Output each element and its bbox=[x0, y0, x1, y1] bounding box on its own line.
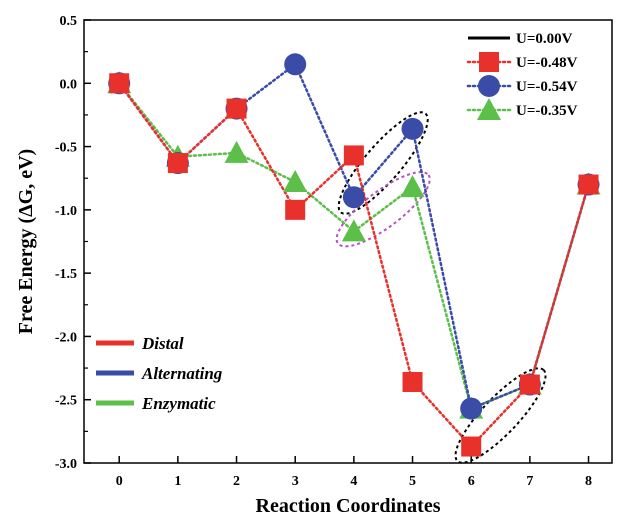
legend-label: U=-0.35V bbox=[516, 103, 578, 119]
y-tick-label: 0.0 bbox=[60, 77, 78, 92]
x-tick-label: 0 bbox=[116, 474, 123, 489]
data-point-square bbox=[285, 199, 306, 220]
legend-marker-circle bbox=[478, 75, 500, 97]
data-point-square bbox=[109, 73, 130, 94]
ellipse-enzymatic-4-5 bbox=[335, 171, 431, 248]
x-tick-label: 7 bbox=[526, 474, 533, 489]
y-tick-label: -2.5 bbox=[55, 394, 77, 409]
legend-label: U=-0.48V bbox=[516, 55, 578, 71]
data-point-circle bbox=[342, 186, 365, 209]
series-line-square bbox=[117, 82, 590, 449]
series-lines bbox=[117, 62, 590, 449]
axis-ticks bbox=[84, 19, 590, 464]
pathway-label: Enzymatic bbox=[141, 394, 216, 413]
legend-label: U=-0.54V bbox=[516, 79, 578, 95]
data-point-triangle bbox=[224, 140, 249, 163]
data-point-square bbox=[578, 174, 599, 195]
tick-labels: 0 1 2 3 4 5 6 7 8 0.5 0.0 -0.5 -1.0 -1.5 -2.0 -2.5 -3.0 bbox=[55, 14, 592, 489]
x-tick-label: 1 bbox=[174, 474, 181, 489]
x-tick-label: 2 bbox=[233, 474, 240, 489]
data-point-circle bbox=[284, 53, 307, 76]
data-point-circle bbox=[460, 397, 483, 420]
data-point-square bbox=[402, 371, 423, 392]
x-tick-label: 5 bbox=[409, 474, 416, 489]
data-point-square bbox=[343, 145, 364, 166]
data-point-triangle bbox=[341, 219, 366, 242]
y-tick-label: -1.5 bbox=[55, 267, 77, 282]
y-tick-label: 0.5 bbox=[60, 14, 78, 29]
x-tick-label: 8 bbox=[585, 474, 592, 489]
y-tick-label: -1.0 bbox=[55, 204, 77, 219]
x-tick-label: 6 bbox=[468, 474, 475, 489]
pathway-label: Alternating bbox=[141, 364, 223, 383]
data-point-square bbox=[519, 374, 540, 395]
pathway-label: Distal bbox=[141, 334, 184, 353]
series-markers bbox=[107, 53, 601, 457]
x-tick-label: 3 bbox=[292, 474, 299, 489]
legend-label: U=0.00V bbox=[516, 31, 573, 47]
legend-marker-triangle bbox=[477, 98, 501, 120]
ellipse-alternating-4-5 bbox=[337, 111, 429, 215]
data-point-square bbox=[461, 436, 482, 457]
pathway-legend: Distal Alternating Enzymatic bbox=[96, 334, 223, 413]
legend-marker-square bbox=[479, 52, 499, 72]
y-tick-label: -0.5 bbox=[55, 141, 77, 156]
x-tick-label: 4 bbox=[350, 474, 357, 489]
data-point-triangle bbox=[283, 170, 308, 193]
y-tick-label: -2.0 bbox=[55, 330, 77, 345]
data-point-square bbox=[226, 98, 247, 119]
voltage-legend: U=0.00V U=-0.48V U=-0.54V U=-0.35V bbox=[466, 31, 578, 120]
y-tick-label: -3.0 bbox=[55, 457, 77, 472]
x-axis-title: Reaction Coordinates bbox=[256, 495, 441, 517]
plot-frame bbox=[83, 19, 613, 464]
y-axis-title: Free Energy (ΔG, eV) bbox=[15, 149, 37, 334]
data-point-circle bbox=[401, 117, 424, 140]
data-point-square bbox=[167, 153, 188, 174]
data-point-triangle bbox=[400, 175, 425, 198]
